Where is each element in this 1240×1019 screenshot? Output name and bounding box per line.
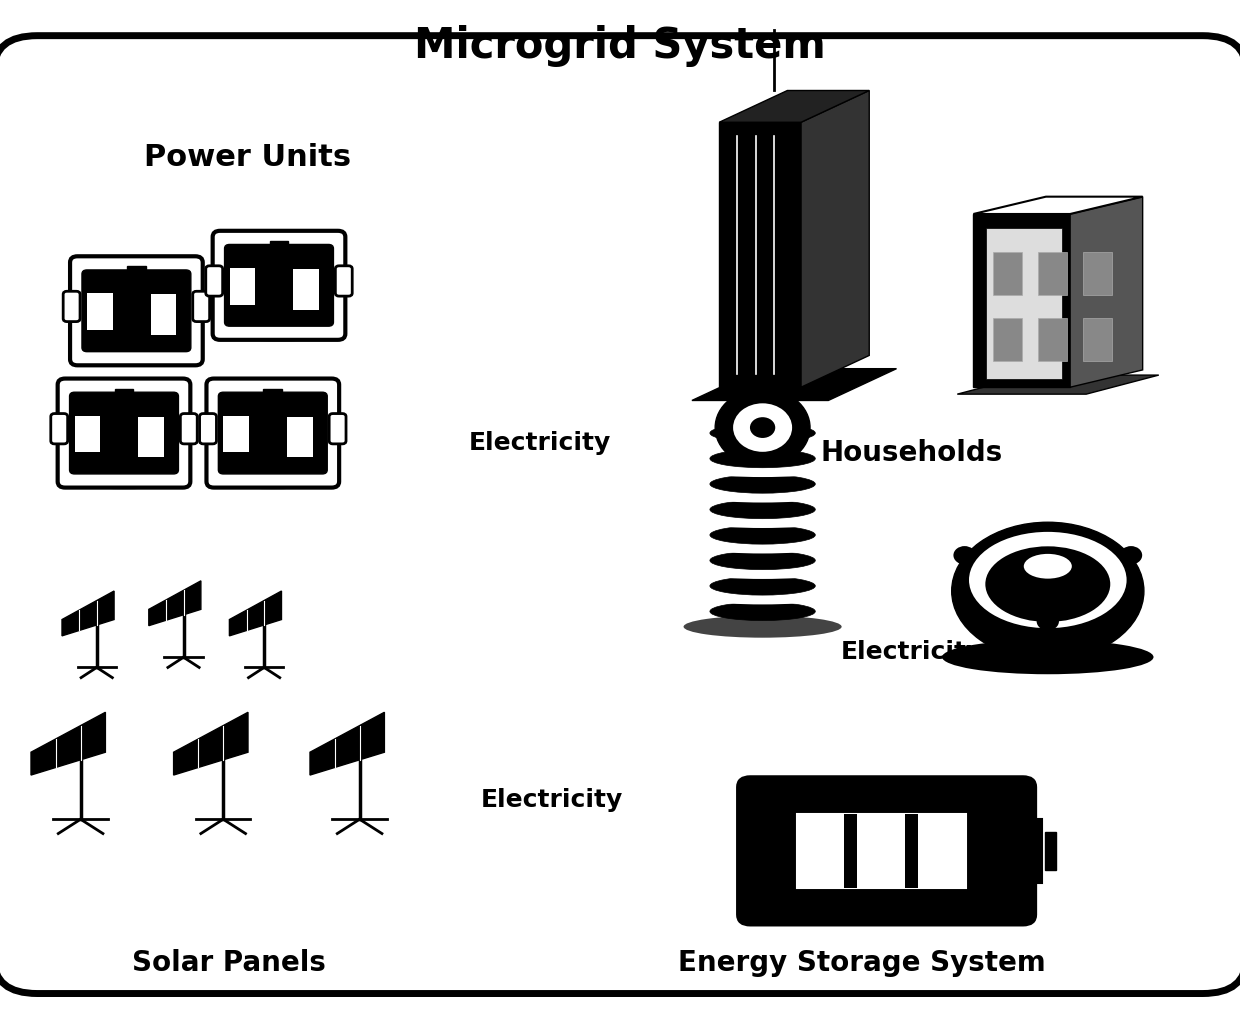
FancyBboxPatch shape	[63, 291, 81, 322]
Text: Solar Panels: Solar Panels	[133, 949, 326, 977]
Bar	[1083, 252, 1112, 296]
FancyBboxPatch shape	[180, 414, 197, 444]
FancyBboxPatch shape	[82, 270, 191, 352]
Bar	[74, 416, 100, 452]
Ellipse shape	[219, 478, 326, 489]
Circle shape	[750, 417, 775, 438]
Polygon shape	[719, 91, 869, 122]
Bar	[1083, 318, 1112, 362]
Ellipse shape	[683, 615, 842, 638]
Polygon shape	[692, 369, 897, 400]
Polygon shape	[719, 122, 801, 387]
Ellipse shape	[717, 471, 808, 477]
FancyBboxPatch shape	[329, 414, 346, 444]
Ellipse shape	[717, 522, 808, 528]
Polygon shape	[62, 591, 114, 636]
Ellipse shape	[968, 532, 1127, 628]
Bar	[993, 318, 1022, 362]
Ellipse shape	[83, 356, 190, 367]
Bar	[905, 814, 919, 888]
Bar	[1038, 318, 1066, 362]
FancyBboxPatch shape	[69, 392, 179, 474]
Bar	[138, 417, 164, 458]
Bar	[150, 294, 176, 335]
Ellipse shape	[717, 445, 808, 451]
Polygon shape	[973, 214, 1070, 387]
FancyBboxPatch shape	[192, 291, 210, 322]
Text: Power Units: Power Units	[144, 144, 352, 172]
Circle shape	[1037, 612, 1059, 631]
Ellipse shape	[709, 449, 816, 468]
Text: Microgrid System: Microgrid System	[414, 24, 826, 67]
FancyBboxPatch shape	[335, 266, 352, 297]
Bar	[1027, 819, 1042, 882]
Polygon shape	[31, 712, 105, 775]
Bar	[114, 388, 134, 400]
FancyBboxPatch shape	[218, 392, 327, 474]
FancyBboxPatch shape	[51, 414, 68, 444]
Bar	[844, 814, 858, 888]
Text: Electricity: Electricity	[841, 640, 982, 664]
Ellipse shape	[942, 640, 1153, 675]
FancyBboxPatch shape	[224, 245, 334, 326]
Bar	[263, 388, 283, 400]
FancyBboxPatch shape	[0, 36, 1240, 994]
Ellipse shape	[709, 424, 816, 442]
FancyBboxPatch shape	[58, 379, 191, 488]
Polygon shape	[986, 228, 1061, 379]
Polygon shape	[310, 712, 384, 775]
Ellipse shape	[986, 546, 1110, 622]
Ellipse shape	[1024, 554, 1071, 579]
Bar	[1038, 252, 1066, 296]
FancyBboxPatch shape	[213, 231, 345, 340]
Ellipse shape	[709, 526, 816, 544]
Ellipse shape	[709, 475, 816, 493]
Bar	[87, 293, 113, 330]
Bar	[126, 266, 146, 278]
Ellipse shape	[952, 523, 1143, 660]
Bar	[223, 416, 249, 452]
Ellipse shape	[226, 330, 332, 341]
Bar	[269, 240, 289, 253]
Ellipse shape	[709, 577, 816, 595]
Ellipse shape	[717, 496, 808, 502]
Bar	[286, 417, 312, 458]
FancyBboxPatch shape	[69, 257, 203, 366]
Ellipse shape	[717, 573, 808, 579]
Circle shape	[733, 404, 792, 451]
Ellipse shape	[717, 598, 808, 604]
FancyBboxPatch shape	[206, 266, 223, 297]
Polygon shape	[149, 581, 201, 626]
Bar	[1045, 832, 1056, 870]
Ellipse shape	[709, 500, 816, 519]
Ellipse shape	[709, 602, 816, 621]
Bar	[796, 814, 966, 888]
Bar	[993, 252, 1022, 296]
FancyBboxPatch shape	[206, 379, 339, 488]
Polygon shape	[957, 375, 1158, 394]
Bar	[229, 268, 255, 305]
Polygon shape	[229, 591, 281, 636]
Polygon shape	[174, 712, 248, 775]
Bar	[293, 269, 319, 310]
FancyBboxPatch shape	[738, 777, 1035, 925]
Text: Electricity: Electricity	[481, 788, 622, 812]
Circle shape	[954, 546, 976, 565]
Bar	[796, 814, 844, 888]
Ellipse shape	[71, 478, 177, 489]
Ellipse shape	[717, 547, 808, 553]
FancyBboxPatch shape	[200, 414, 217, 444]
Polygon shape	[973, 197, 1143, 214]
Text: Households: Households	[821, 439, 1002, 468]
Ellipse shape	[709, 551, 816, 570]
Text: Electricity: Electricity	[469, 431, 610, 455]
Circle shape	[715, 388, 810, 467]
Circle shape	[1120, 546, 1142, 565]
Polygon shape	[1070, 197, 1143, 387]
Text: Energy Storage System: Energy Storage System	[678, 949, 1045, 977]
Polygon shape	[801, 91, 869, 387]
